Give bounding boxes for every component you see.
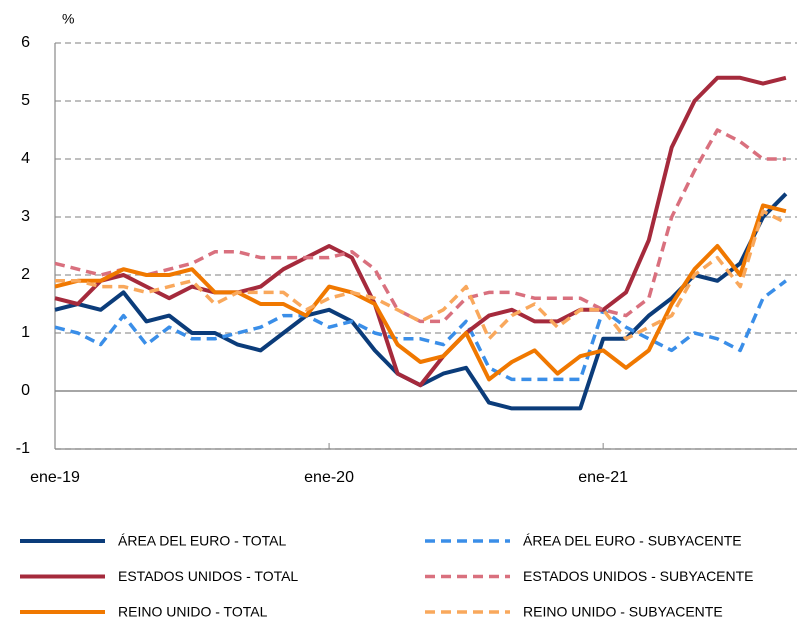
series-line (54, 75, 787, 388)
x-tick-label: ene-19 (30, 469, 80, 486)
y-tick-label: 1 (21, 324, 30, 341)
y-tick-label: 5 (21, 92, 30, 109)
y-tick-label: 0 (21, 382, 30, 399)
x-tick-label: ene-21 (578, 469, 628, 486)
y-tick-label: 6 (21, 34, 30, 51)
legend-label: ESTADOS UNIDOS - SUBYACENTE (523, 568, 754, 584)
legend-label: REINO UNIDO - TOTAL (118, 604, 268, 617)
y-tick-label: 2 (21, 266, 30, 283)
legend-label: ÁREA DEL EURO - TOTAL (118, 533, 287, 549)
legend-label: ESTADOS UNIDOS - TOTAL (118, 568, 298, 584)
series-line (54, 192, 788, 411)
y-unit: % (62, 11, 74, 27)
x-tick-label: ene-20 (304, 469, 354, 486)
legend-label: REINO UNIDO - SUBYACENTE (523, 604, 723, 617)
y-tick-label: 3 (21, 208, 30, 225)
legend-label: ÁREA DEL EURO - SUBYACENTE (523, 533, 742, 549)
series-line (54, 128, 786, 324)
y-tick-label: -1 (16, 440, 30, 457)
series-line (54, 279, 787, 382)
y-tick-label: 4 (21, 150, 30, 167)
series-line (54, 203, 787, 382)
